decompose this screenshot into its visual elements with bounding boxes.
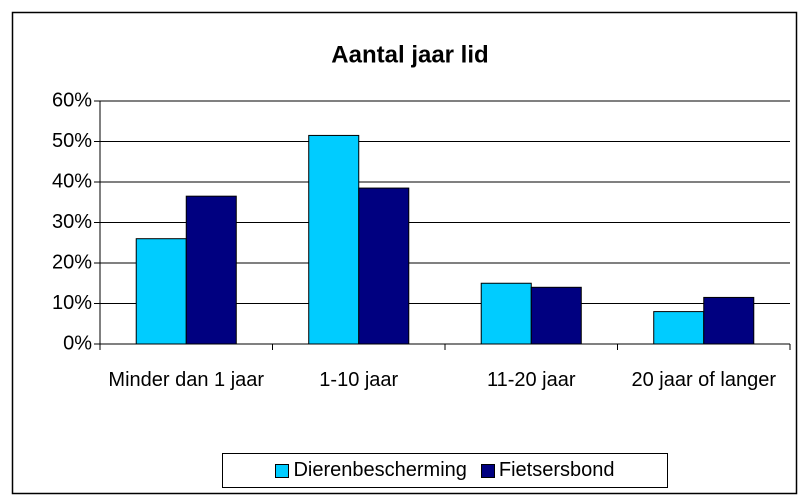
bar xyxy=(308,134,360,345)
legend-swatch xyxy=(275,463,290,478)
legend-swatch xyxy=(480,463,495,478)
y-tick-label: 50% xyxy=(52,130,92,152)
chart-title: Aantal jaar lid xyxy=(331,41,488,68)
y-tick-label: 0% xyxy=(63,332,92,354)
legend: Dierenbescherming Fietsersbond xyxy=(222,453,668,488)
y-tick-label: 60% xyxy=(52,89,92,111)
x-tick-label: 11-20 jaar xyxy=(486,369,576,391)
legend-label: Fietsersbond xyxy=(498,459,615,481)
bar xyxy=(703,296,755,345)
legend-entry: Fietsersbond xyxy=(480,459,615,482)
bar xyxy=(135,238,187,345)
y-tick-label: 40% xyxy=(52,170,92,192)
x-tick-label: 20 jaar of langer xyxy=(631,369,777,391)
legend-label: Dierenbescherming xyxy=(293,459,467,481)
y-tick-label: 20% xyxy=(52,251,92,273)
bar xyxy=(530,286,582,345)
x-tick-label: 1-10 jaar xyxy=(319,369,399,391)
y-tick-label: 10% xyxy=(52,292,92,314)
bar xyxy=(653,311,705,345)
bar xyxy=(185,195,237,345)
y-tick-label: 30% xyxy=(52,211,92,233)
bar xyxy=(480,282,532,345)
bar xyxy=(358,187,410,345)
x-tick-label: Minder dan 1 jaar xyxy=(108,369,265,391)
legend-entry: Dierenbescherming xyxy=(275,459,467,482)
